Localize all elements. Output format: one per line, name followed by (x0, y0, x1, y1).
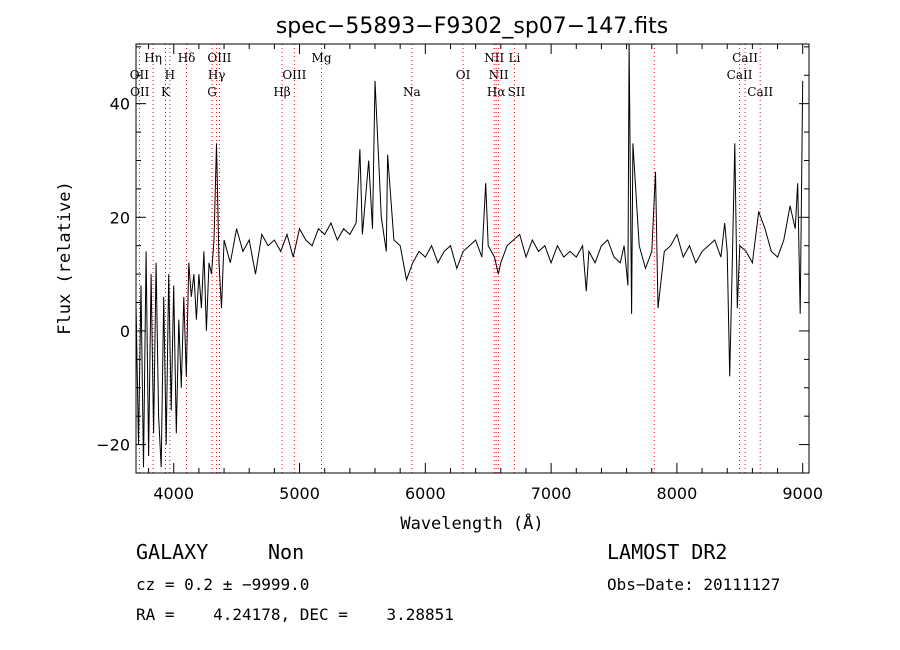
line-label: Hα (487, 85, 506, 99)
line-label: OII (130, 85, 150, 99)
x-axis-label: Wavelength (Å) (400, 512, 543, 534)
line-label: Mg (312, 51, 332, 65)
object-subclass: Non (268, 540, 305, 564)
x-tick-label: 5000 (279, 484, 320, 503)
line-label: Li (508, 51, 520, 65)
y-axis: −20 0 20 40 (96, 46, 809, 455)
y-tick-label: 40 (110, 95, 130, 114)
x-tick-label: 8000 (657, 484, 698, 503)
redshift-info: cz = 0.2 ± −9999.0 (136, 575, 310, 594)
line-label: CaII (747, 85, 773, 99)
line-label: Hη (144, 51, 162, 65)
line-label: NII (489, 68, 509, 82)
line-label: Hγ (208, 68, 226, 82)
y-tick-label: 0 (120, 322, 130, 341)
line-label: Na (403, 85, 421, 99)
line-label: OIII (282, 68, 306, 82)
line-label: CaII (727, 68, 753, 82)
survey-name: LAMOST DR2 (607, 540, 728, 564)
line-label: Hβ (273, 85, 290, 99)
line-label: OIII (207, 51, 231, 65)
x-axis: 4000 5000 6000 7000 8000 9000 (148, 44, 823, 503)
spectrum-line (135, 43, 804, 468)
obs-date: Obs−Date: 20111127 (607, 575, 781, 594)
line-label: CaII (732, 51, 758, 65)
plot-frame (135, 43, 810, 474)
emission-line-markers (138, 44, 761, 473)
coordinates: RA = 4.24178, DEC = 3.28851 (136, 605, 454, 624)
line-label: SII (508, 85, 526, 99)
object-class: GALAXY (136, 540, 209, 564)
y-tick-label: −20 (96, 436, 130, 455)
y-axis-label: Flux (relative) (55, 181, 75, 335)
line-label: OI (456, 68, 471, 82)
chart-title: spec−55893−F9302_sp07−147.fits (276, 14, 668, 39)
line-label: H (165, 68, 175, 82)
line-label: Hδ (178, 51, 196, 65)
line-label: G (207, 85, 217, 99)
x-tick-label: 9000 (782, 484, 823, 503)
y-tick-label: 20 (110, 208, 130, 227)
line-label: K (161, 85, 171, 99)
line-label: NII (484, 51, 504, 65)
x-tick-label: 4000 (153, 484, 194, 503)
x-tick-label: 6000 (405, 484, 446, 503)
x-tick-label: 7000 (531, 484, 572, 503)
